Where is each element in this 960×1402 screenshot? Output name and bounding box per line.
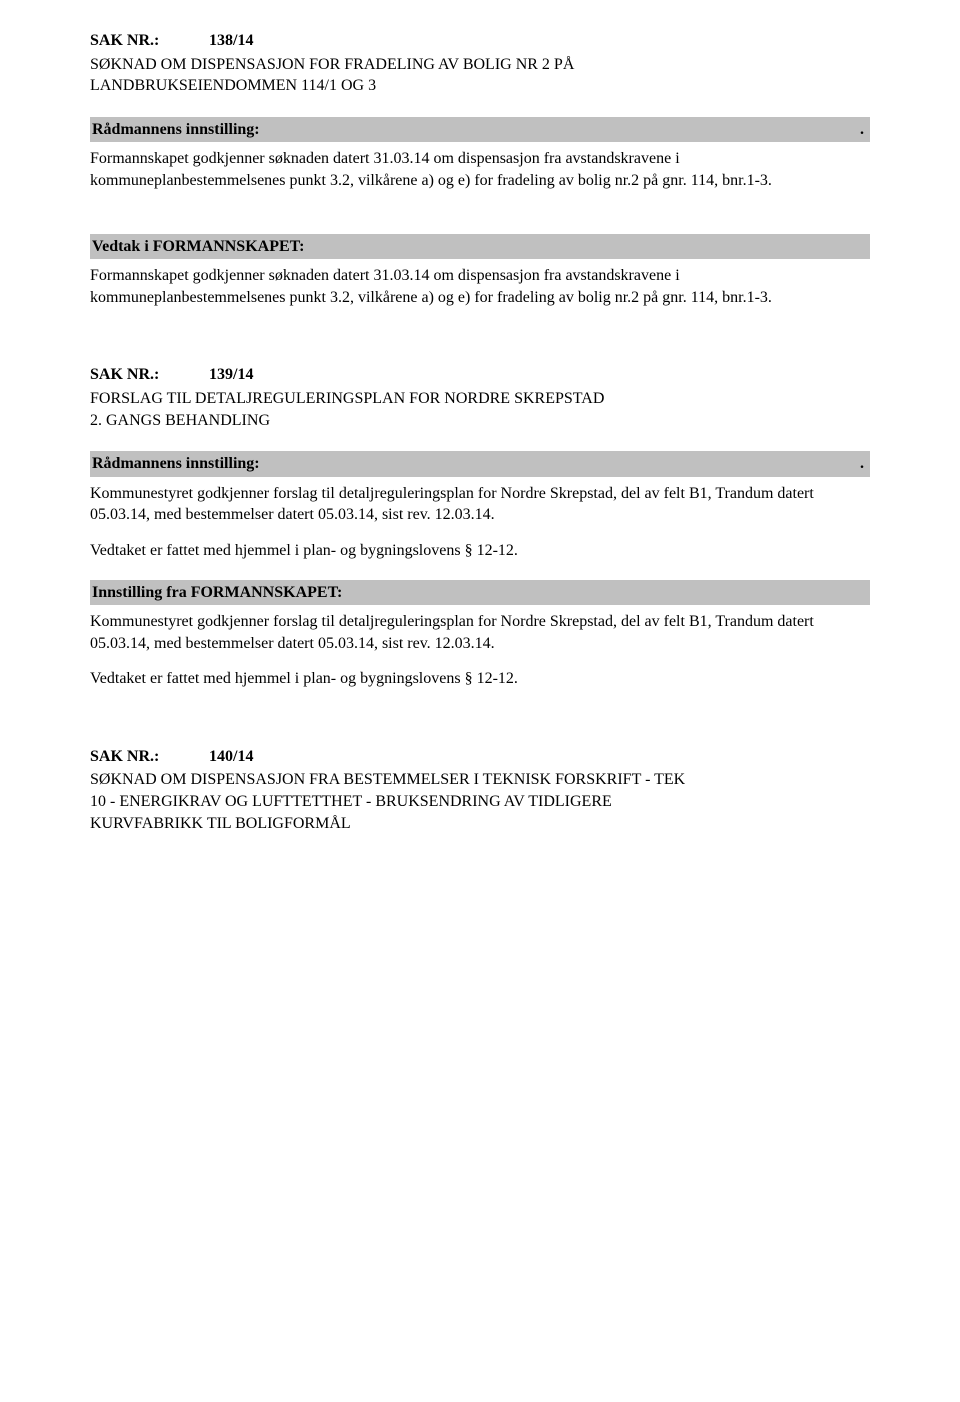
heading-vedtak-formannskapet: Vedtak i FORMANNSKAPET: (90, 234, 870, 260)
heading-radmannens-innstilling: Rådmannens innstilling: . (90, 117, 870, 143)
sak-header-139: SAK NR.: 139/14 (90, 364, 870, 386)
sak-number: 138/14 (209, 32, 253, 49)
heading-innstilling-formannskapet: Innstilling fra FORMANNSKAPET: (90, 580, 870, 606)
sak-header-140: SAK NR.: 140/14 (90, 746, 870, 768)
heading-radmannens-innstilling: Rådmannens innstilling: . (90, 451, 870, 477)
sak-title-138: SØKNAD OM DISPENSASJON FOR FRADELING AV … (90, 54, 870, 97)
sak-label: SAK NR.: (90, 746, 205, 768)
title-line: LANDBRUKSEIENDOMMEN 114/1 OG 3 (90, 75, 870, 97)
heading-text: Rådmannens innstilling: (92, 453, 260, 475)
heading-dot: . (860, 453, 866, 475)
sak-label: SAK NR.: (90, 30, 205, 52)
paragraph: Vedtaket er fattet med hjemmel i plan- o… (90, 668, 870, 690)
paragraph: Vedtaket er fattet med hjemmel i plan- o… (90, 540, 870, 562)
sak-title-139: FORSLAG TIL DETALJREGULERINGSPLAN FOR NO… (90, 388, 870, 431)
title-line: FORSLAG TIL DETALJREGULERINGSPLAN FOR NO… (90, 388, 870, 410)
heading-text: Innstilling fra FORMANNSKAPET: (92, 582, 342, 604)
paragraph: Formannskapet godkjenner søknaden datert… (90, 265, 870, 308)
sak-number: 139/14 (209, 366, 253, 383)
heading-text: Rådmannens innstilling: (92, 119, 260, 141)
title-line: SØKNAD OM DISPENSASJON FOR FRADELING AV … (90, 54, 870, 76)
paragraph: Formannskapet godkjenner søknaden datert… (90, 148, 870, 191)
paragraph: Kommunestyret godkjenner forslag til det… (90, 483, 870, 526)
sak-title-140: SØKNAD OM DISPENSASJON FRA BESTEMMELSER … (90, 769, 870, 834)
title-line: 2. GANGS BEHANDLING (90, 410, 870, 432)
heading-text: Vedtak i FORMANNSKAPET: (92, 236, 304, 258)
title-line: 10 - ENERGIKRAV OG LUFTTETTHET - BRUKSEN… (90, 791, 870, 813)
sak-header-138: SAK NR.: 138/14 (90, 30, 870, 52)
heading-dot: . (860, 119, 866, 141)
paragraph: Kommunestyret godkjenner forslag til det… (90, 611, 870, 654)
sak-number: 140/14 (209, 748, 253, 765)
title-line: SØKNAD OM DISPENSASJON FRA BESTEMMELSER … (90, 769, 870, 791)
sak-label: SAK NR.: (90, 364, 205, 386)
title-line: KURVFABRIKK TIL BOLIGFORMÅL (90, 813, 870, 835)
